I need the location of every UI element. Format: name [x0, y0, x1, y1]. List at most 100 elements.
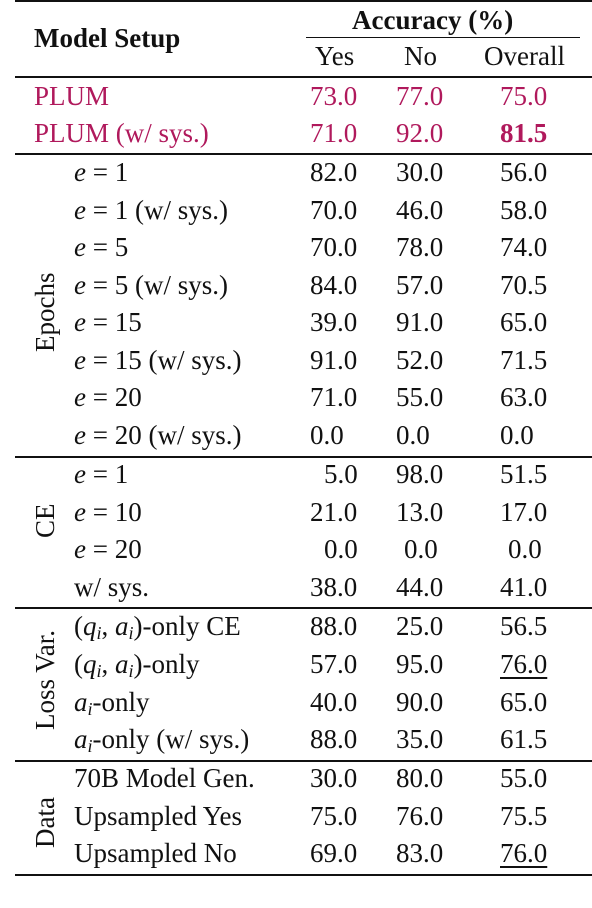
cell-no: 90.0 — [396, 687, 444, 717]
cell-yes: 71.0 — [310, 382, 358, 412]
cell-yes: 57.0 — [310, 649, 358, 679]
cell-yes: 73.0 — [310, 81, 358, 111]
cell-no: 78.0 — [396, 232, 444, 262]
row-name: e = 20 — [74, 534, 142, 564]
cell-no: 57.0 — [396, 270, 444, 300]
row-name: PLUM — [34, 81, 110, 111]
group-rule — [15, 607, 592, 609]
cell-yes: 0.0 — [310, 420, 344, 450]
table-row: 70B Model Gen. 30.0 80.0 55.0 — [0, 760, 592, 797]
table-row: ai-only (w/ sys.) 88.0 35.0 61.5 — [0, 721, 592, 758]
cell-no: 0.0 — [404, 534, 438, 564]
cell-overall: 56.5 — [500, 611, 548, 641]
cell-yes: 88.0 — [310, 611, 358, 641]
cell-yes: 84.0 — [310, 270, 358, 300]
cell-yes: 82.0 — [310, 157, 358, 187]
table-row: (qi, ai)-only 57.0 95.0 76.0 — [0, 646, 592, 683]
cell-no: 30.0 — [396, 157, 444, 187]
cell-overall: 65.0 — [500, 687, 548, 717]
table-row: ai-only 40.0 90.0 65.0 — [0, 684, 592, 721]
table-row: e = 5 (w/ sys.) 84.0 57.0 70.5 — [0, 267, 592, 304]
cell-overall: 0.0 — [500, 420, 534, 450]
cell-yes: 39.0 — [310, 307, 358, 337]
cell-overall-second-best: 76.0 — [500, 838, 548, 868]
row-name: PLUM (w/ sys.) — [34, 118, 209, 148]
cell-overall-best: 81.5 — [500, 118, 548, 148]
header-no: No — [404, 41, 437, 71]
table-row: e = 10 21.0 13.0 17.0 — [0, 494, 592, 531]
table-row: e = 1 5.0 98.0 51.5 — [0, 456, 592, 493]
cell-overall: 56.0 — [500, 157, 548, 187]
row-name: Upsampled No — [74, 838, 237, 868]
row-name: e = 20 — [74, 382, 142, 412]
cell-overall: 58.0 — [500, 195, 548, 225]
table-row: e = 20 71.0 55.0 63.0 — [0, 379, 592, 416]
header-accuracy: Accuracy (%) — [352, 5, 514, 35]
row-name: e = 1 (w/ sys.) — [74, 195, 228, 225]
header-overall: Overall — [484, 41, 565, 71]
row-name: (qi, ai)-only CE — [74, 611, 241, 643]
cell-no: 55.0 — [396, 382, 444, 412]
cell-yes: 69.0 — [310, 838, 358, 868]
cell-yes: 38.0 — [310, 572, 358, 602]
cell-yes: 0.0 — [324, 534, 358, 564]
row-name: e = 20 (w/ sys.) — [74, 420, 242, 450]
row-name: ai-only (w/ sys.) — [74, 724, 250, 756]
cell-no: 95.0 — [396, 649, 444, 679]
cell-no: 52.0 — [396, 345, 444, 375]
row-name: e = 10 — [74, 497, 142, 527]
table-row: (qi, ai)-only CE 88.0 25.0 56.5 — [0, 608, 592, 645]
table-row: e = 5 70.0 78.0 74.0 — [0, 229, 592, 266]
cell-no: 44.0 — [396, 572, 444, 602]
cell-no: 0.0 — [396, 420, 430, 450]
cell-no: 35.0 — [396, 724, 444, 754]
cell-overall: 71.5 — [500, 345, 548, 375]
cell-overall: 41.0 — [500, 572, 548, 602]
row-name: e = 5 (w/ sys.) — [74, 270, 228, 300]
cell-no: 76.0 — [396, 801, 444, 831]
table-row: Upsampled No 69.0 83.0 76.0 — [0, 835, 592, 872]
table-row: e = 1 82.0 30.0 56.0 — [0, 154, 592, 191]
table-row-plum: PLUM 73.0 77.0 75.0 — [0, 78, 592, 115]
cell-no: 25.0 — [396, 611, 444, 641]
row-name: (qi, ai)-only — [74, 649, 200, 681]
header-rule — [15, 76, 592, 78]
cell-overall-second-best: 76.0 — [500, 649, 548, 679]
group-rule — [15, 760, 592, 762]
cell-no: 98.0 — [396, 459, 444, 489]
cell-yes: 40.0 — [310, 687, 358, 717]
row-name: e = 15 — [74, 307, 142, 337]
cell-no: 46.0 — [396, 195, 444, 225]
bottom-rule — [15, 874, 592, 876]
cell-overall: 75.0 — [500, 81, 548, 111]
row-name: e = 1 — [74, 157, 129, 187]
cell-no: 91.0 — [396, 307, 444, 337]
cell-overall: 74.0 — [500, 232, 548, 262]
table-row: Upsampled Yes 75.0 76.0 75.5 — [0, 798, 592, 835]
cell-overall: 51.5 — [500, 459, 548, 489]
table-row: e = 20 0.0 0.0 0.0 — [0, 531, 592, 568]
cell-yes: 71.0 — [310, 118, 358, 148]
cell-yes: 75.0 — [310, 801, 358, 831]
cell-overall: 70.5 — [500, 270, 548, 300]
cell-overall: 65.0 — [500, 307, 548, 337]
table-row: e = 20 (w/ sys.) 0.0 0.0 0.0 — [0, 417, 592, 454]
cell-no: 13.0 — [396, 497, 444, 527]
cell-no: 83.0 — [396, 838, 444, 868]
cell-no: 77.0 — [396, 81, 444, 111]
cell-no: 80.0 — [396, 763, 444, 793]
table-row: e = 15 39.0 91.0 65.0 — [0, 304, 592, 341]
cell-yes: 21.0 — [310, 497, 358, 527]
header-model-setup: Model Setup — [34, 23, 181, 53]
table-row: w/ sys. 38.0 44.0 41.0 — [0, 569, 592, 606]
row-name: w/ sys. — [74, 572, 150, 602]
cell-overall: 17.0 — [500, 497, 548, 527]
cell-overall: 75.5 — [500, 801, 548, 831]
cell-overall: 63.0 — [500, 382, 548, 412]
top-rule — [15, 0, 592, 2]
cell-yes: 88.0 — [310, 724, 358, 754]
cell-overall: 61.5 — [500, 724, 548, 754]
row-name: e = 5 — [74, 232, 129, 262]
cell-no: 92.0 — [396, 118, 444, 148]
cell-overall: 0.0 — [508, 534, 542, 564]
